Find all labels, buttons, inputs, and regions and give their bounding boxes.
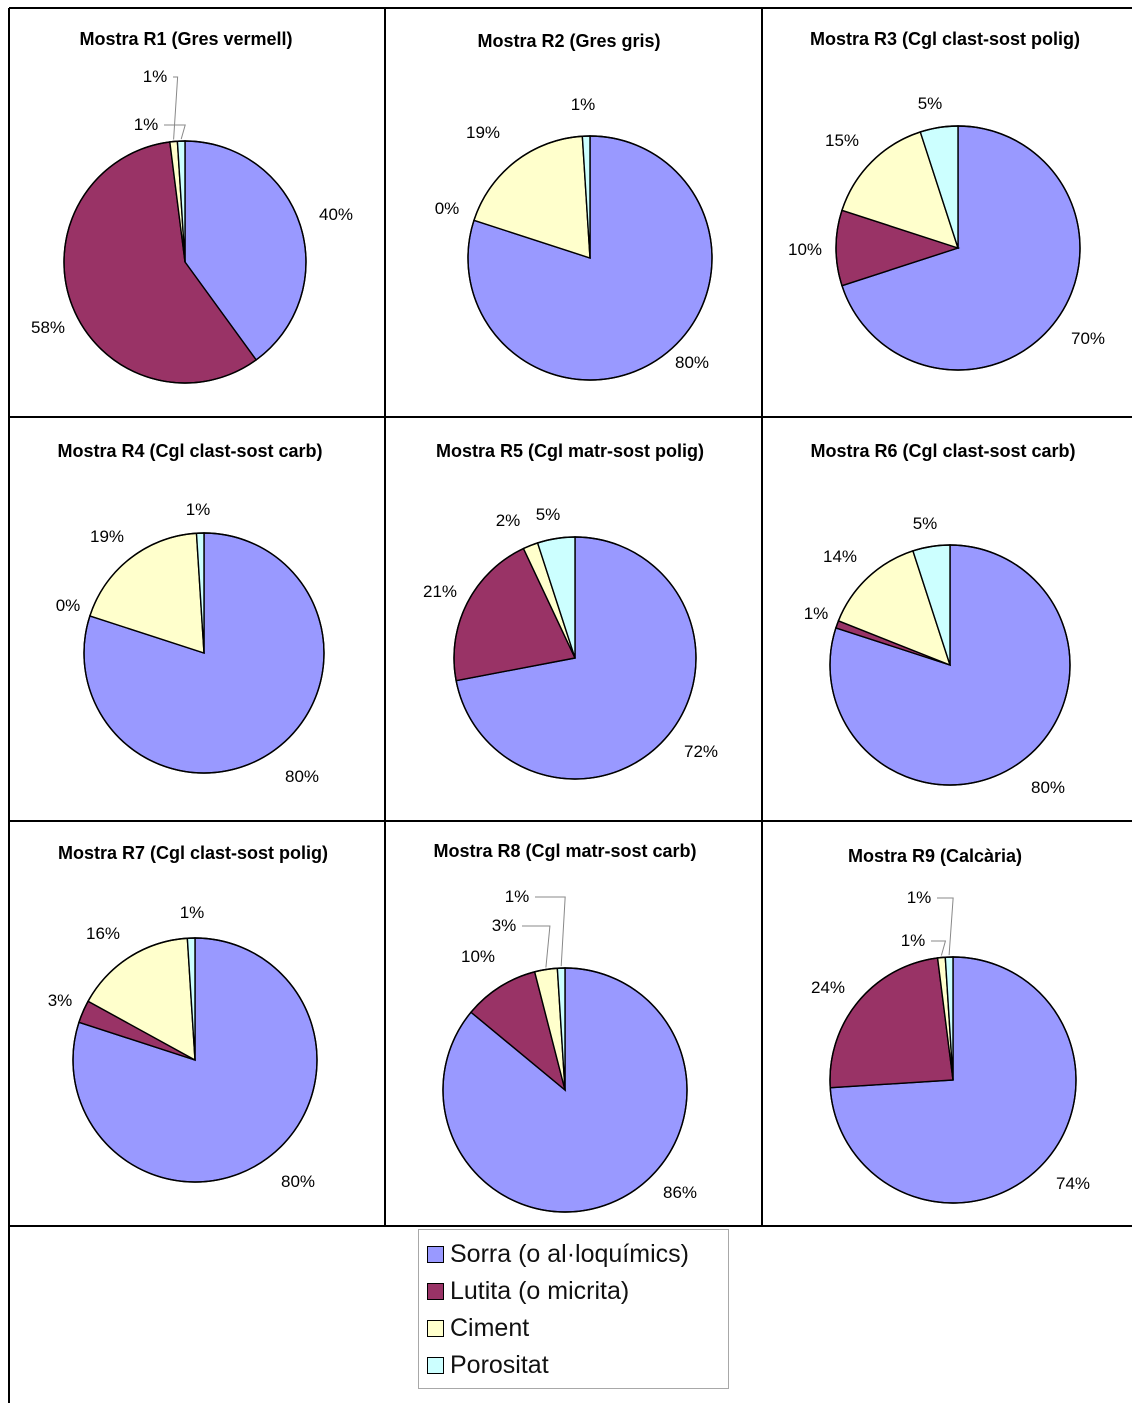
slice-label: 21%: [423, 582, 457, 601]
slice-label: 10%: [461, 947, 495, 966]
pie-chart: Mostra R6 (Cgl clast-sost carb) 80% 1% 14% 5…: [804, 441, 1076, 797]
legend-swatch: [427, 1246, 444, 1263]
slice-label: 1%: [505, 887, 530, 906]
slice-label: 80%: [675, 353, 709, 372]
slice-label: 1%: [134, 115, 159, 134]
chart-title: Mostra R3 (Cgl clast-sost polig): [810, 29, 1080, 49]
grid-frame: [8, 7, 1132, 1403]
slice-label: 3%: [48, 991, 73, 1010]
legend-swatch: [427, 1283, 444, 1300]
slice-label: 5%: [913, 514, 938, 533]
legend-item: Sorra (o al·loquímics): [427, 1236, 728, 1273]
pie-outline: [835, 125, 1081, 371]
label-leader-line: [937, 897, 954, 956]
slice-label: 5%: [536, 505, 561, 524]
slice-label: 5%: [918, 94, 943, 113]
legend-swatch: [427, 1320, 444, 1337]
chart-title: Mostra R4 (Cgl clast-sost carb): [57, 441, 322, 461]
slice-label: 1%: [804, 604, 829, 623]
slice-label: 58%: [31, 318, 65, 337]
slice-label: 15%: [825, 131, 859, 150]
slice-label: 14%: [823, 547, 857, 566]
pie-outline: [442, 967, 688, 1213]
legend-item: Lutita (o micrita): [427, 1273, 728, 1310]
slice-label: 19%: [90, 527, 124, 546]
slice-label: 10%: [788, 240, 822, 259]
label-leader-line: [931, 940, 947, 956]
legend: Sorra (o al·loquímics) Lutita (o micrita)…: [418, 1229, 729, 1389]
pie-outline: [63, 140, 307, 384]
charts-layer: Mostra R1 (Gres vermell)40%58%1%1%Mostra…: [31, 29, 1105, 1213]
slice-label: 74%: [1056, 1174, 1090, 1193]
chart-title: Mostra R7 (Cgl clast-sost polig): [58, 843, 328, 863]
pie-outline: [72, 937, 318, 1183]
chart-title: Mostra R1 (Gres vermell): [79, 29, 292, 49]
legend-label: Porositat: [450, 1351, 549, 1379]
pie-chart: Mostra R9 (Calcària) 74% 24% 1% 1%: [811, 846, 1090, 1204]
chart-title: Mostra R8 (Cgl matr-sost carb): [433, 841, 696, 861]
slice-label: 1%: [186, 500, 211, 519]
chart-title: Mostra R5 (Cgl matr-sost polig): [436, 441, 704, 461]
legend-label: Sorra (o al·loquímics): [450, 1240, 689, 1268]
legend-item: Ciment: [427, 1310, 728, 1347]
slice-label: 16%: [86, 924, 120, 943]
legend-label: Lutita (o micrita): [450, 1277, 630, 1305]
label-leader-line: [164, 124, 186, 140]
pie-chart: Mostra R8 (Cgl matr-sost carb) 86% 10% 3% 1%: [433, 841, 697, 1213]
slice-label: 70%: [1071, 329, 1105, 348]
pie-outline: [453, 536, 697, 780]
slice-label: 80%: [281, 1172, 315, 1191]
slice-label: 1%: [571, 95, 596, 114]
label-leader-line: [535, 896, 566, 967]
legend-item: Porositat: [427, 1347, 728, 1384]
pie-slice: [829, 957, 954, 1089]
slice-label: 2%: [496, 511, 521, 530]
pie-chart: Mostra R7 (Cgl clast-sost polig) 80% 3% 16%…: [48, 843, 328, 1191]
pie-chart: Mostra R2 (Gres gris) 80% 0% 19% 1%: [435, 31, 713, 381]
slice-label: 80%: [285, 767, 319, 786]
slice-label: 24%: [811, 978, 845, 997]
pie-outline: [467, 135, 713, 381]
chart-title: Mostra R9 (Calcària): [848, 846, 1022, 866]
slice-label: 1%: [143, 67, 168, 86]
slice-label: 0%: [56, 596, 81, 615]
pie-outline: [829, 956, 1077, 1204]
legend-label: Ciment: [450, 1314, 530, 1342]
slice-label: 86%: [663, 1183, 697, 1202]
slice-label: 0%: [435, 199, 460, 218]
pie-chart: Mostra R3 (Cgl clast-sost polig) 70% 10% 15…: [788, 29, 1105, 371]
chart-title: Mostra R2 (Gres gris): [477, 31, 660, 51]
chart-title: Mostra R6 (Cgl clast-sost carb): [810, 441, 1075, 461]
slice-label: 72%: [684, 742, 718, 761]
slice-label: 1%: [180, 903, 205, 922]
slice-label: 1%: [907, 888, 932, 907]
pie-chart: Mostra R1 (Gres vermell) 40% 58% 1% 1%: [31, 29, 353, 384]
legend-swatch: [427, 1357, 444, 1374]
label-leader-line: [173, 76, 179, 140]
pie-chart: Mostra R4 (Cgl clast-sost carb) 80% 0% 19% 1…: [56, 441, 325, 786]
pie-outline: [83, 532, 325, 774]
slice-label: 19%: [466, 123, 500, 142]
pie-outline: [829, 544, 1071, 786]
label-leader-line: [522, 925, 551, 968]
slice-label: 3%: [492, 916, 517, 935]
slice-label: 80%: [1031, 778, 1065, 797]
slice-label: 1%: [901, 931, 926, 950]
pie-chart: Mostra R5 (Cgl matr-sost polig) 72% 21% 2% 5…: [423, 441, 718, 780]
slice-label: 40%: [319, 205, 353, 224]
